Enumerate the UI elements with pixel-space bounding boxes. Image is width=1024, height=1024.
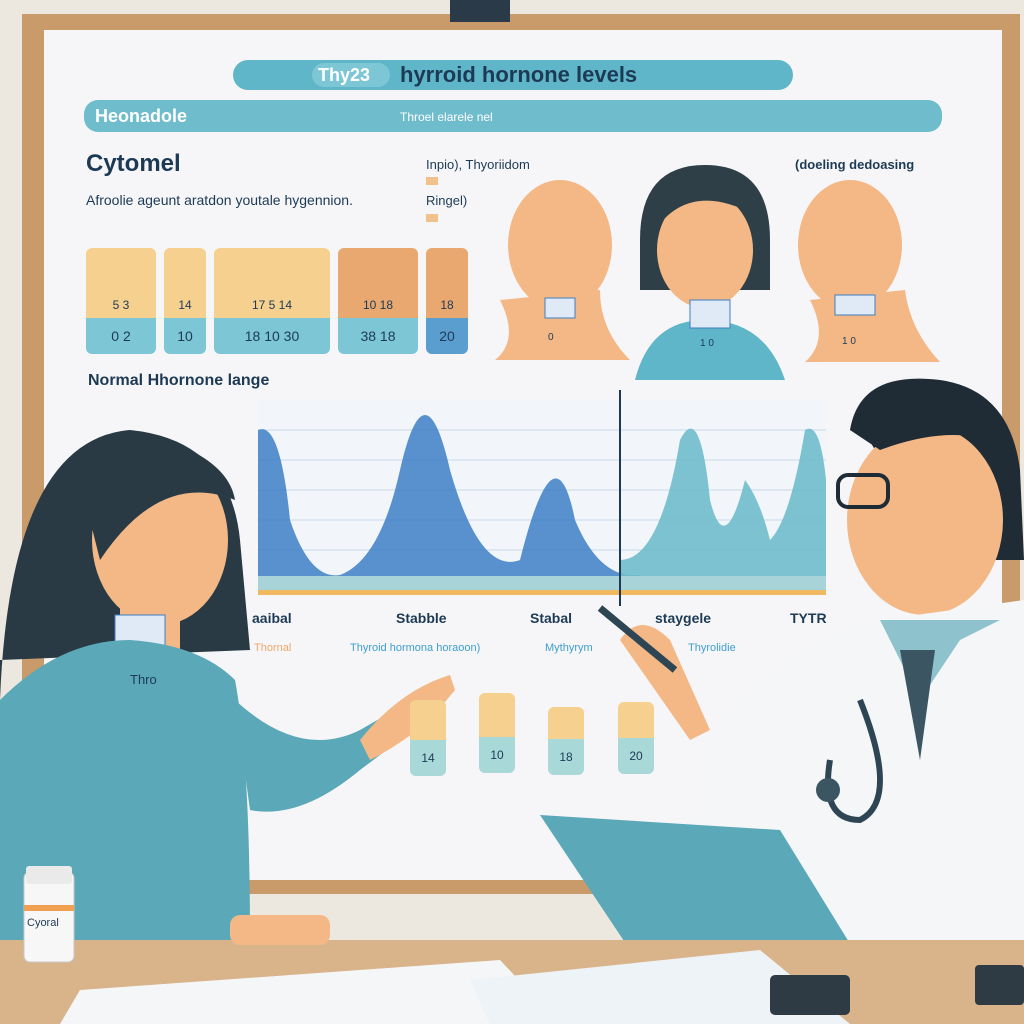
banner: [84, 100, 942, 132]
legend-swatch: [426, 177, 438, 185]
chart-axis-label: TYTR: [790, 610, 827, 626]
board-clip: [450, 0, 510, 22]
card-bottom-value: 18 10 30: [214, 318, 330, 354]
footer-label: Thornal: [254, 642, 292, 654]
neck-tag: 1 0: [700, 338, 714, 349]
card-top-value: 10 18: [338, 248, 418, 318]
range-label: Normal Hhornone lange: [88, 372, 270, 389]
small-level-card: 20: [618, 702, 654, 774]
small-level-card: 10: [479, 693, 515, 773]
board-title: hyrroid hornone levels: [400, 62, 638, 87]
chart-axis-label: Stabal: [530, 610, 573, 626]
level-card: 18 20: [426, 248, 468, 354]
chart-axis-label: staygele: [655, 610, 712, 626]
hormone-wave-chart: [258, 390, 826, 606]
small-card-value: 18: [548, 739, 584, 775]
level-card: 17 5 14 18 10 30: [214, 248, 330, 354]
small-card-value: 14: [410, 740, 446, 776]
woman-portrait: [635, 165, 785, 380]
footer-label: Thyrolidie: [688, 642, 736, 654]
footer-label: Mythyrym: [545, 642, 593, 654]
card-bottom-value: 10: [164, 318, 206, 354]
small-level-card: 18: [548, 707, 584, 775]
card-bottom-value: 0 2: [86, 318, 156, 354]
level-card: 10 18 38 18: [338, 248, 418, 354]
card-top-value: 17 5 14: [214, 248, 330, 318]
card-top-value: 18: [426, 248, 468, 318]
neck-tag: 0: [548, 332, 554, 343]
bottle-label: Cyoral: [27, 917, 59, 929]
neck-tag: 1 0: [842, 336, 856, 347]
chart-axis-label: Stabble: [396, 610, 447, 626]
document: [60, 960, 560, 1024]
doctor: [540, 378, 1024, 1024]
patient-hands: [230, 915, 330, 945]
document: [470, 950, 850, 1024]
card-bottom-value: 20: [426, 318, 468, 354]
title-badge: Thy23: [318, 65, 371, 85]
chart-axis-label: aaibal: [252, 610, 292, 626]
level-card: 14 10: [164, 248, 206, 354]
banner-center-label: Throel elarele nel: [400, 110, 493, 124]
phone: [770, 975, 850, 1015]
banner-left-label: Heonadole: [95, 106, 188, 126]
legend-swatch: [426, 214, 438, 222]
level-card: 5 3 0 2: [86, 248, 156, 354]
small-card-value: 20: [618, 738, 654, 774]
card-bottom-value: 38 18: [338, 318, 418, 354]
legend-label-2: Ringel): [426, 193, 468, 208]
drug-description: Afroolie ageunt aratdon youtale hygennio…: [86, 192, 353, 208]
footer-label: Thyroid hormona horaoon): [350, 642, 481, 654]
patient-neck-tag: Thro: [130, 672, 157, 687]
small-level-card: 14: [410, 700, 446, 776]
small-card-value: 10: [479, 737, 515, 773]
calculator: [975, 965, 1024, 1005]
wave-teal: [620, 428, 826, 580]
bottle-cap: [26, 866, 72, 884]
right-caption: (doeling dedoasing: [795, 157, 915, 172]
patient: [0, 430, 455, 940]
legend-label-1: Inpio), Thyoriidom: [426, 157, 530, 172]
wave-blue: [258, 415, 640, 580]
drug-name: Cytomel: [86, 150, 181, 177]
profile-head-left: [495, 180, 630, 360]
card-top-value: 5 3: [86, 248, 156, 318]
clipboard: [540, 815, 860, 960]
profile-head-right: [798, 180, 940, 362]
card-top-value: 14: [164, 248, 206, 318]
title-badge-bg: [312, 63, 390, 87]
